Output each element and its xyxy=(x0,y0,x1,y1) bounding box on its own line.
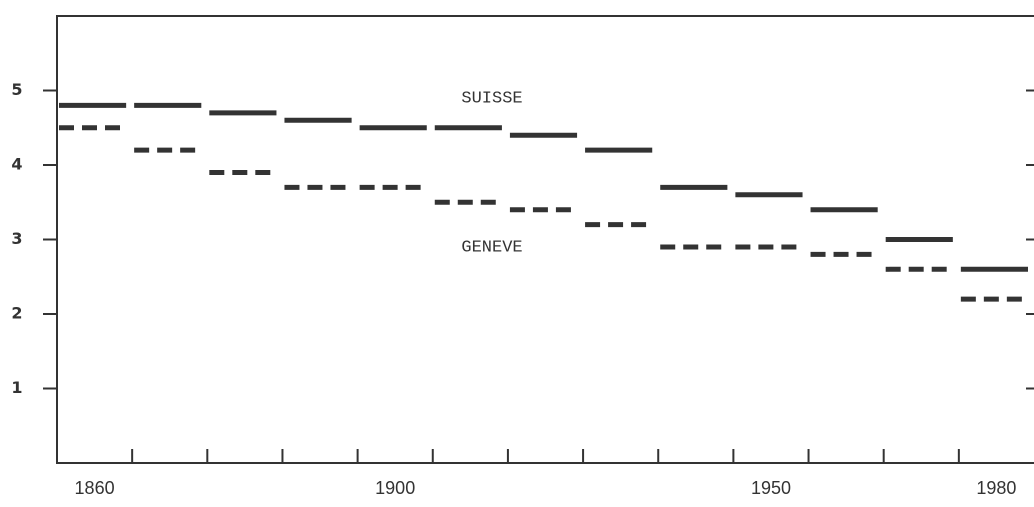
series-label: SUISSE xyxy=(461,89,522,108)
series-label: GENEVE xyxy=(461,238,522,257)
x-tick-label: 1860 xyxy=(75,478,115,498)
x-tick-label: 1900 xyxy=(375,478,415,498)
y-tick-label: 4 xyxy=(11,155,22,174)
y-tick-label: 3 xyxy=(11,229,22,248)
y-tick-label: 5 xyxy=(11,80,22,99)
x-tick-label: 1980 xyxy=(976,478,1016,498)
y-tick-label: 1 xyxy=(11,378,22,397)
y-tick-label: 2 xyxy=(11,304,22,323)
x-tick-label: 1950 xyxy=(751,478,791,498)
